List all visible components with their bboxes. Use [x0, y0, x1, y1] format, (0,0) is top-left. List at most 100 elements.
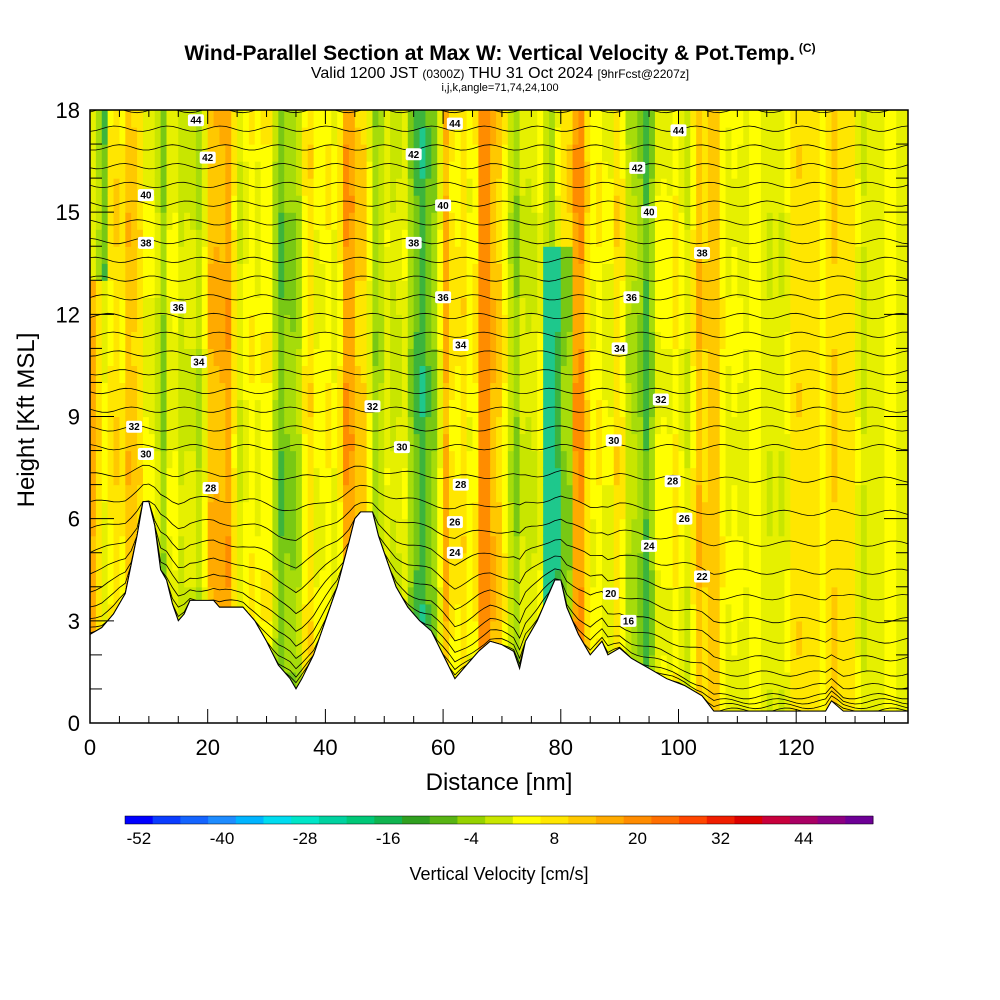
y-tick-label: 18 [56, 98, 80, 123]
x-tick-label: 0 [84, 735, 96, 760]
colorbar-tick-label: 44 [794, 829, 813, 848]
terrain [90, 501, 908, 723]
contour-label: 34 [452, 338, 469, 351]
y-tick-label: 9 [68, 405, 80, 430]
x-axis: 0 20 40 60 80 100 120 [84, 110, 885, 760]
colorbar-tick-label: -4 [464, 829, 479, 848]
y-tick-label: 12 [56, 302, 80, 327]
x-tick-label: 60 [431, 735, 455, 760]
x-tick-label: 20 [195, 735, 219, 760]
contour-label: 36 [170, 301, 187, 314]
colorbar-tick-label: 8 [550, 829, 559, 848]
contour-label: 42 [199, 151, 216, 164]
contour-label: 40 [137, 189, 154, 202]
colorbar-swatch [623, 816, 652, 824]
contour-label: 44 [446, 117, 463, 130]
contour-label: 28 [202, 482, 219, 495]
colorbar-swatch [679, 816, 708, 824]
contour-label: 30 [605, 434, 622, 447]
contour-label: 36 [623, 291, 640, 304]
contour-label: 28 [452, 478, 469, 491]
y-tick-label: 6 [68, 507, 80, 532]
colorbar-swatch [762, 816, 791, 824]
colorbar-tick-label: -52 [127, 829, 152, 848]
colorbar-swatch [180, 816, 209, 824]
chart-info-line: i,j,k,angle=71,74,24,100 [441, 82, 559, 94]
colorbar-swatch [734, 816, 763, 824]
colorbar-swatch [235, 816, 265, 824]
y-axis-title: Height [Kft MSL] [13, 333, 40, 508]
x-tick-label: 100 [660, 735, 697, 760]
colorbar-tick-label: -40 [210, 829, 235, 848]
contour-label: 24 [446, 546, 463, 559]
colorbar-swatch [263, 816, 292, 824]
colorbar-swatch [208, 816, 237, 824]
contour-label: 26 [446, 516, 463, 529]
contour-label: 34 [190, 356, 207, 369]
colorbar-swatch [291, 816, 320, 824]
contour-label: 38 [694, 247, 711, 260]
contour-label: 36 [435, 291, 452, 304]
contour-label: 32 [364, 400, 381, 413]
contour-label: 34 [611, 342, 628, 355]
contour-label: 38 [405, 236, 422, 249]
x-axis-title: Distance [nm] [426, 769, 573, 796]
colorbar-title: Vertical Velocity [cm/s] [409, 864, 588, 884]
colorbar-tick-label: 20 [628, 829, 647, 848]
contour-labels: 44 44 44 42 42 42 40 40 40 38 38 38 36 36 36 34 34 34 32 32… [126, 114, 711, 627]
colorbar-swatch [485, 816, 514, 824]
colorbar-swatch [706, 816, 735, 824]
contour-label: 24 [641, 539, 658, 552]
colorbar-tick-label: -28 [293, 829, 318, 848]
contour-label: 38 [137, 236, 154, 249]
colorbar-swatch [512, 816, 542, 824]
colorbar-swatch [651, 816, 680, 824]
colorbar-swatch [346, 816, 375, 824]
contour-label: 40 [641, 206, 658, 219]
subtitle-utc: (0300Z) [422, 67, 465, 81]
subtitle-valid: Valid 1200 JST [310, 65, 418, 82]
contour-label: 20 [602, 587, 619, 600]
subtitle-date: THU 31 Oct 2024 [468, 65, 594, 82]
chart-title-block: Wind-Parallel Section at Max W: Vertical… [0, 36, 1000, 94]
chart-title: Wind-Parallel Section at Max W: Vertical… [0, 36, 1000, 66]
x-tick-label: 80 [549, 735, 573, 760]
copyright-mark: (C) [798, 41, 816, 55]
colorbar-swatch [374, 816, 403, 824]
colorbar-swatch [318, 816, 348, 824]
colorbar-swatch [568, 816, 597, 824]
contour-label: 32 [126, 420, 143, 433]
contour-label: 42 [629, 161, 646, 174]
plot-area [90, 110, 908, 723]
colorbar-tick-label: 32 [711, 829, 730, 848]
x-tick-label: 120 [778, 735, 815, 760]
contour-label: 44 [670, 124, 687, 137]
contour-label: 26 [676, 512, 693, 525]
colorbar-swatch [540, 816, 569, 824]
colorbar-swatch [817, 816, 846, 824]
contour-label: 40 [435, 199, 452, 212]
contour-label: 44 [187, 114, 204, 127]
chart-subtitle: Valid 1200 JST (0300Z) THU 31 Oct 2024 [… [0, 66, 1000, 82]
contour-label: 30 [137, 447, 154, 460]
colorbar-swatch [789, 816, 819, 824]
contour-label: 42 [405, 148, 422, 161]
contour-label: 30 [393, 441, 410, 454]
contour-label: 22 [694, 570, 711, 583]
colorbar-swatch [845, 816, 874, 824]
colorbar-swatch [402, 816, 431, 824]
colorbar: -52 -40 -28 -16 -4 8 20 32 44 [124, 815, 874, 848]
y-tick-label: 3 [68, 609, 80, 634]
colorbar-swatch [152, 816, 181, 824]
contour-label: 16 [620, 614, 637, 627]
colorbar-swatch [125, 816, 154, 824]
x-tick-label: 40 [313, 735, 337, 760]
y-tick-label: 0 [68, 711, 80, 736]
chart-title-text: Wind-Parallel Section at Max W: Vertical… [184, 42, 795, 65]
subtitle-forecast: [9hrFcst@2207z] [597, 67, 690, 81]
contour-label: 32 [652, 393, 669, 406]
y-tick-label: 15 [56, 200, 80, 225]
colorbar-swatch [429, 816, 458, 824]
